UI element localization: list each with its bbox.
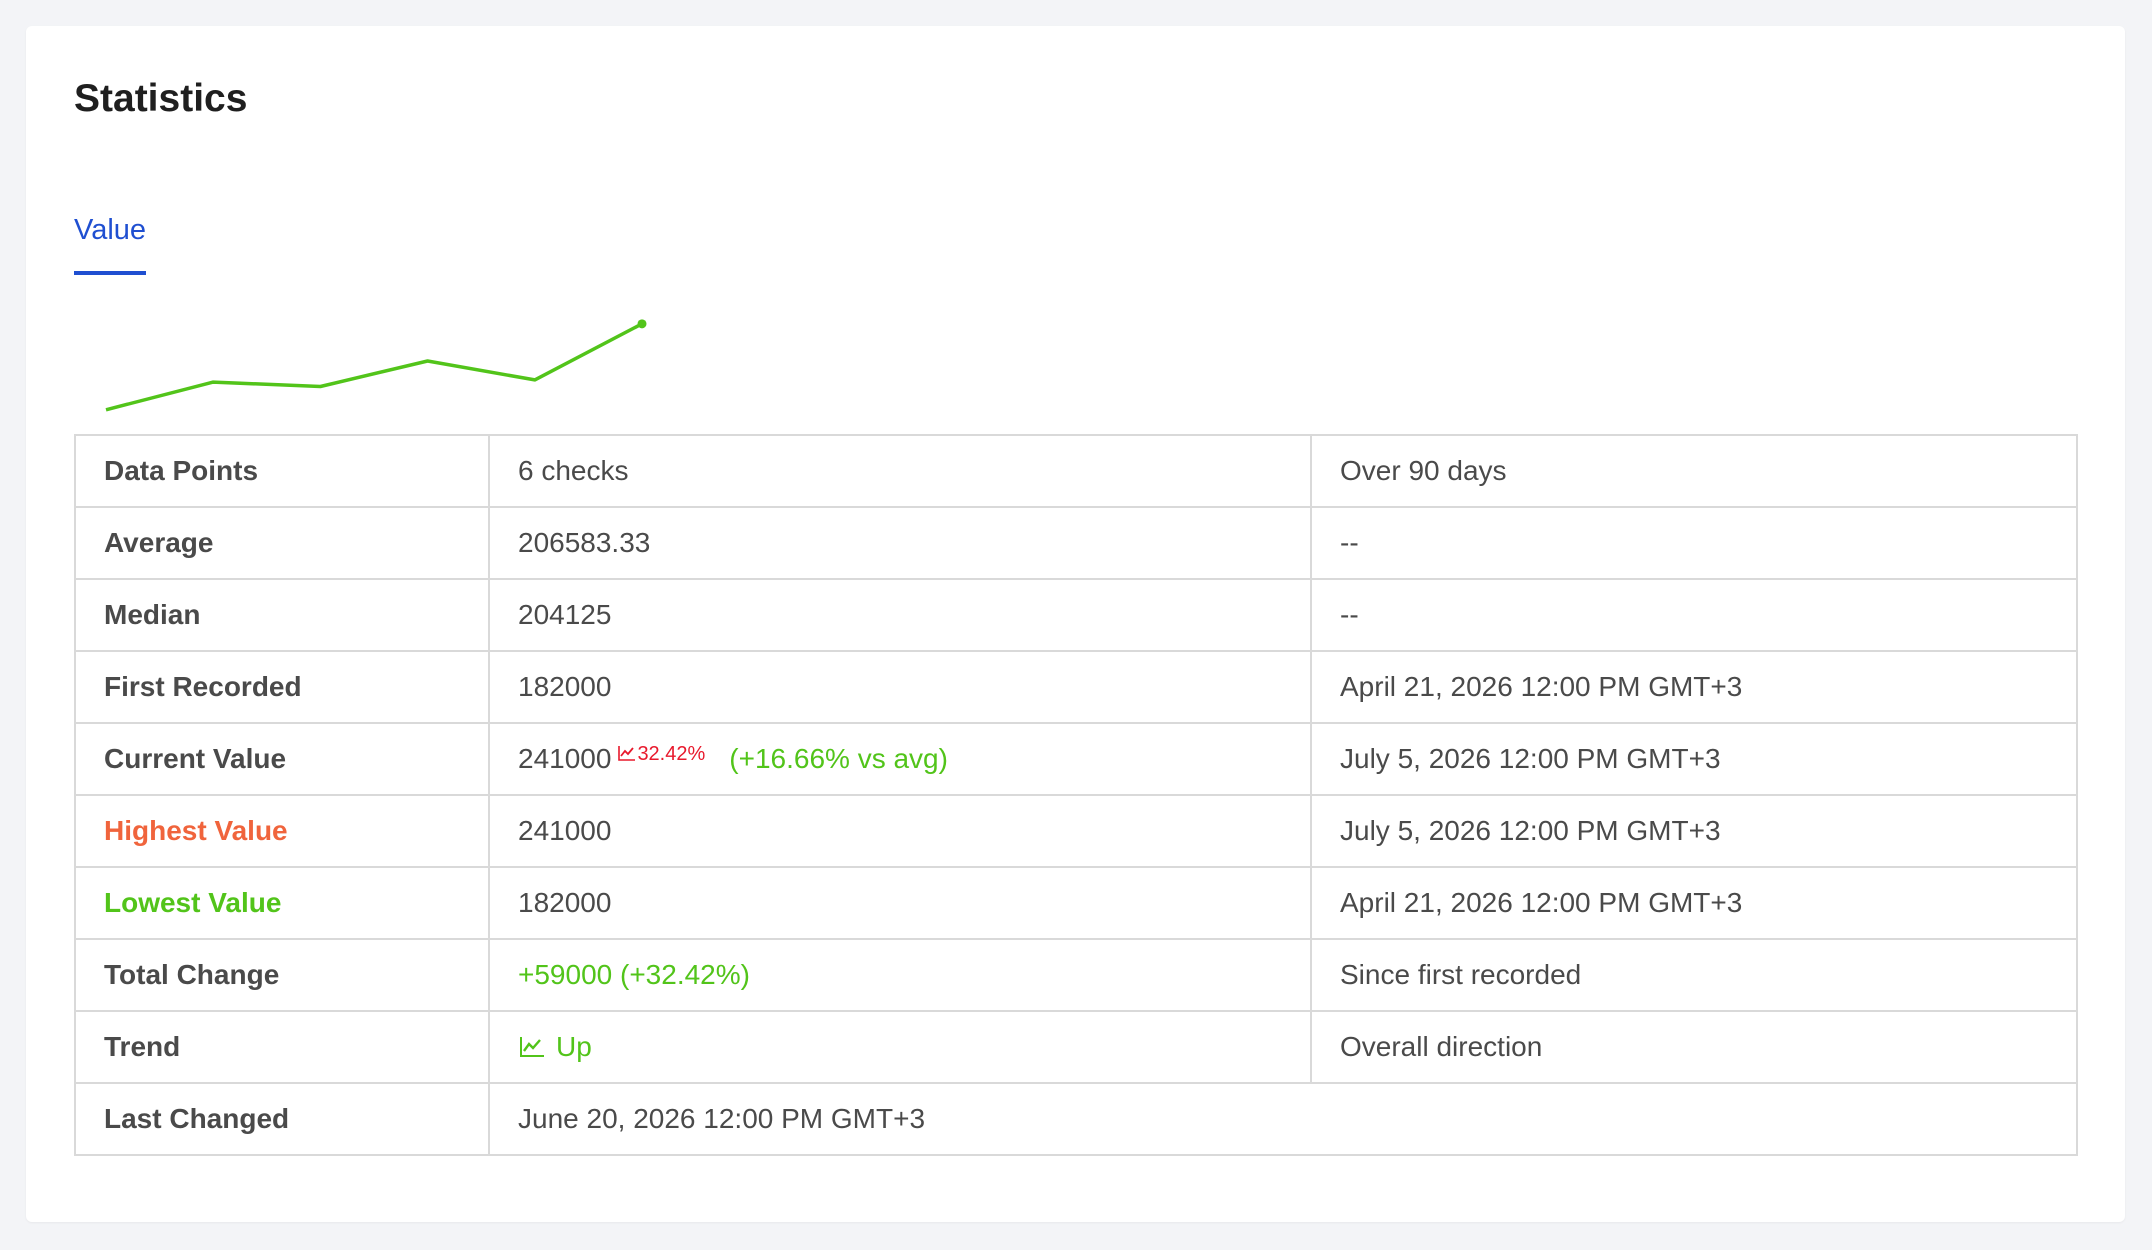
statistics-card: Statistics Value Data Points 6 checks Ov… — [26, 26, 2125, 1222]
row-value: 241000 — [488, 794, 1312, 868]
table-row-median: Median 204125 -- — [74, 578, 2078, 652]
table-row-trend: Trend Up Overall direction — [74, 1010, 2078, 1084]
row-note: Overall direction — [1310, 1010, 2078, 1084]
row-value: June 20, 2026 12:00 PM GMT+3 — [488, 1082, 2078, 1156]
row-label: Current Value — [74, 722, 490, 796]
row-note: April 21, 2026 12:00 PM GMT+3 — [1310, 650, 2078, 724]
row-value-cell: Up — [488, 1010, 1312, 1084]
vs-average: (+16.66% vs avg) — [729, 743, 948, 774]
row-note: July 5, 2026 12:00 PM GMT+3 — [1310, 794, 2078, 868]
trend-value: Up — [556, 1031, 592, 1062]
trend-indicator: Up — [518, 1031, 592, 1062]
row-value: 206583.33 — [488, 506, 1312, 580]
value-sparkline-chart — [105, 319, 647, 412]
row-value: 6 checks — [488, 434, 1312, 508]
table-row-current-value: Current Value 241000 32.42% (+16.66% vs av… — [74, 722, 2078, 796]
line-chart-icon — [618, 746, 636, 761]
row-label: Trend — [74, 1010, 490, 1084]
table-row-data-points: Data Points 6 checks Over 90 days — [74, 434, 2078, 508]
row-value: 182000 — [488, 866, 1312, 940]
page-title: Statistics — [74, 77, 248, 120]
tab-value[interactable]: Value — [74, 190, 147, 275]
line-chart-up-icon — [520, 1037, 544, 1057]
row-label: Average — [74, 506, 490, 580]
row-note: -- — [1310, 578, 2078, 652]
row-value-total-change: +59000 (+32.42%) — [488, 938, 1312, 1012]
change-badge: 32.42% — [617, 743, 705, 765]
row-label: Data Points — [74, 434, 490, 508]
row-note: -- — [1310, 506, 2078, 580]
current-value: 241000 — [518, 743, 612, 774]
change-percent: 32.42% — [637, 743, 706, 765]
row-value: 204125 — [488, 578, 1312, 652]
last-point-marker — [637, 319, 647, 329]
row-note: Over 90 days — [1310, 434, 2078, 508]
row-label-lowest: Lowest Value — [74, 866, 490, 940]
table-row-last-changed: Last Changed June 20, 2026 12:00 PM GMT+… — [74, 1082, 2078, 1156]
table-row-first-recorded: First Recorded 182000 April 21, 2026 12:… — [74, 650, 2078, 724]
row-label-highest: Highest Value — [74, 794, 490, 868]
tab-bar: Value — [74, 190, 147, 280]
row-note: July 5, 2026 12:00 PM GMT+3 — [1310, 722, 2078, 796]
row-label: Median — [74, 578, 490, 652]
statistics-table: Data Points 6 checks Over 90 days Averag… — [74, 434, 2078, 1156]
table-row-highest-value: Highest Value 241000 July 5, 2026 12:00 … — [74, 794, 2078, 868]
row-label: Total Change — [74, 938, 490, 1012]
row-value-cell: 241000 32.42% (+16.66% vs avg) — [488, 722, 1312, 796]
table-row-lowest-value: Lowest Value 182000 April 21, 2026 12:00… — [74, 866, 2078, 940]
table-row-total-change: Total Change +59000 (+32.42%) Since firs… — [74, 938, 2078, 1012]
series-line — [105, 322, 643, 412]
table-row-average: Average 206583.33 -- — [74, 506, 2078, 580]
row-note: Since first recorded — [1310, 938, 2078, 1012]
row-label: Last Changed — [74, 1082, 490, 1156]
row-value: 182000 — [488, 650, 1312, 724]
row-label: First Recorded — [74, 650, 490, 724]
row-note: April 21, 2026 12:00 PM GMT+3 — [1310, 866, 2078, 940]
